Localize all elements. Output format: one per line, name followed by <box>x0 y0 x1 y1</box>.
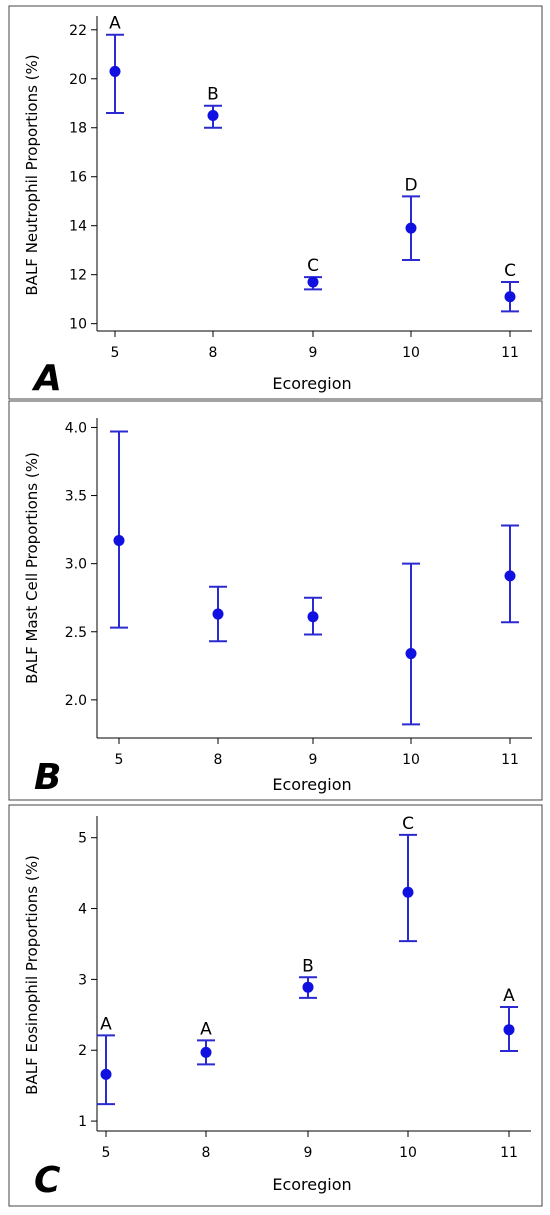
group-letter: C <box>402 814 414 834</box>
y-tick-label: 3.0 <box>65 557 87 573</box>
x-tick-label: 9 <box>309 752 318 768</box>
x-tick-label: 9 <box>304 1145 313 1161</box>
x-tick-label: 10 <box>402 752 420 768</box>
group-letter: A <box>200 1019 212 1039</box>
panel-a: 10 12 14 16 18 20 22 5 8 9 10 11 BALF Neutrophil Pro… <box>8 5 543 400</box>
y-tick-label: 20 <box>69 72 87 88</box>
y-tick-label: 1 <box>78 1114 87 1130</box>
group-letter: B <box>302 956 314 976</box>
y-tick-label: 16 <box>69 170 87 186</box>
panel-frame <box>8 400 543 801</box>
y-axis-label: BALF Mast Cell Proportions (%) <box>23 452 41 684</box>
group-letter: D <box>404 175 417 195</box>
data-point <box>207 110 219 122</box>
y-axis-label: BALF Eosinophil Proportions (%) <box>23 855 41 1095</box>
data-point <box>212 608 224 620</box>
y-tick-label: 4.0 <box>65 420 87 436</box>
y-tick-label: 2.0 <box>65 693 87 709</box>
group-letter: A <box>100 1014 112 1034</box>
x-tick-label: 5 <box>115 752 124 768</box>
panel-frame <box>8 5 543 400</box>
y-tick-label: 3 <box>78 972 87 988</box>
x-tick-label: 11 <box>501 752 519 768</box>
x-tick-label: 8 <box>214 752 223 768</box>
x-axis-label: Ecoregion <box>272 1175 351 1194</box>
y-tick-label: 12 <box>69 268 87 284</box>
y-tick-label: 14 <box>69 219 87 235</box>
x-tick-label: 8 <box>209 345 218 361</box>
y-tick-label: 5 <box>78 831 87 847</box>
data-point <box>504 570 516 582</box>
error-bar <box>110 430 128 629</box>
data-point <box>200 1046 212 1058</box>
y-tick-label: 3.5 <box>65 489 87 505</box>
x-tick-label: 5 <box>111 345 120 361</box>
y-tick-label: 4 <box>78 902 87 918</box>
y-tick-label: 22 <box>69 23 87 39</box>
y-tick-label: 2 <box>78 1043 87 1059</box>
y-tick-label: 10 <box>69 317 87 333</box>
data-point <box>307 276 319 288</box>
y-tick-label: 2.5 <box>65 625 87 641</box>
data-point <box>405 222 417 234</box>
group-letter: A <box>109 14 121 34</box>
data-point <box>307 611 319 623</box>
x-tick-label: 9 <box>309 345 318 361</box>
error-bar <box>402 562 420 726</box>
panel-b: 2.0 2.5 3.0 3.5 4.0 5 8 9 10 11 BALF Mast Cell Pro… <box>8 400 543 801</box>
panel-label: C <box>34 1160 61 1201</box>
x-tick-label: 11 <box>501 345 519 361</box>
data-point <box>503 1024 515 1036</box>
data-point <box>504 291 516 303</box>
panel-c: 1 2 3 4 5 5 8 9 10 11 BALF Eosinophil Proportions … <box>8 804 543 1207</box>
data-point <box>113 535 125 546</box>
data-point <box>405 648 417 660</box>
y-tick-label: 18 <box>69 121 87 137</box>
panel-label: B <box>34 757 61 798</box>
group-letter: B <box>207 85 219 105</box>
panel-frame <box>8 804 543 1207</box>
x-tick-label: 5 <box>102 1145 111 1161</box>
x-axis-label: Ecoregion <box>272 374 351 393</box>
y-axis-label: BALF Neutrophil Proportions (%) <box>23 54 41 295</box>
data-point <box>302 981 314 993</box>
data-point <box>109 65 121 77</box>
x-axis-label: Ecoregion <box>272 775 351 794</box>
panel-label: A <box>31 358 62 399</box>
group-letter: C <box>307 256 319 276</box>
x-tick-label: 8 <box>202 1145 211 1161</box>
group-letter: A <box>503 986 515 1006</box>
data-point <box>100 1068 112 1080</box>
x-tick-label: 11 <box>500 1145 518 1161</box>
x-tick-label: 10 <box>399 1145 417 1161</box>
data-point <box>402 886 414 898</box>
x-tick-label: 10 <box>402 345 420 361</box>
group-letter: C <box>504 261 516 281</box>
